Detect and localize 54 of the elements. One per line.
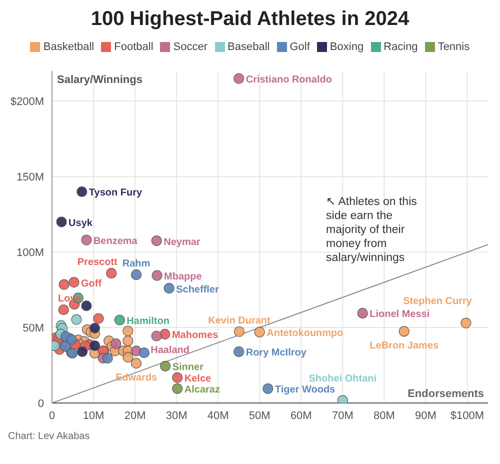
annotation: Tyson Fury (88, 188, 142, 199)
x-tick-label: 50M (248, 410, 270, 422)
annotation: Mahomes (172, 330, 219, 342)
annotation: Scheffler (176, 284, 219, 296)
annotation: Lionel Messi (370, 309, 430, 320)
x-tick-label: 80M (373, 410, 395, 422)
annotation: Alcaraz (184, 384, 220, 396)
x-tick-label: 70M (332, 410, 354, 422)
annotation: Haaland (150, 344, 190, 356)
annotation: ↖ Athletes on this side earn the majority of their money from salary/winnings (326, 194, 418, 265)
y-tick-label: 100M (16, 246, 44, 259)
annotation: Prescott (77, 257, 118, 268)
annotation: Tiger Woods (274, 384, 336, 396)
annotation: Benzema (93, 236, 138, 248)
x-tick-label: 60M (290, 410, 312, 422)
annotation: LeBron James (370, 340, 440, 352)
annotation: Antetokounmpo (266, 328, 344, 340)
annotation: Cristiano Ronaldo (246, 74, 332, 86)
legend-label: Football (113, 41, 154, 53)
legend-label: Boxing (328, 41, 364, 53)
legend-label: Golf (288, 41, 310, 53)
y-tick-label: $200M (10, 96, 44, 108)
x-tick-label: $100M (450, 410, 484, 422)
annotation: Stephen Curry (403, 296, 472, 308)
annotation: Neymar (164, 236, 200, 248)
annotation: Edwards (115, 372, 158, 384)
annotation: Kevin Durant (208, 316, 272, 327)
x-tick-label: 10M (82, 410, 104, 422)
annotation: Rahm (122, 258, 150, 270)
annotation: Shohei Ohtani (308, 373, 377, 384)
legend-label: Tennis (436, 41, 470, 53)
x-tick-label: 40M (207, 410, 229, 422)
annotation: Usyk (68, 218, 93, 229)
x-axis-title: Endorsements (408, 388, 484, 400)
text: Chart: Lev Akabas (8, 431, 91, 442)
x-tick-label: 0 (48, 410, 56, 422)
x-tick-label: 20M (124, 410, 146, 422)
chart-title: 100 Highest-Paid Athletes in 2024 (90, 8, 410, 31)
legend-label: Racing (382, 41, 418, 53)
x-tick-label: 90M (415, 410, 436, 422)
legend-label: Basketball (42, 41, 94, 53)
annotation: Goff (81, 278, 102, 290)
annotation: Hamilton (126, 316, 170, 327)
annotation: Sinner (172, 362, 204, 374)
annotation: Mbappe (164, 271, 202, 282)
legend-label: Soccer (172, 41, 208, 53)
y-tick-label: 150M (16, 172, 44, 184)
y-tick-label: 0 (38, 398, 44, 410)
annotation: Rory McIlroy (246, 348, 307, 359)
y-axis-title: Salary/Winnings (57, 74, 142, 86)
legend-label: Baseball (226, 41, 270, 53)
y-tick-label: 50M (22, 322, 44, 334)
annotation: Kelce (184, 374, 212, 385)
x-tick-label: 30M (166, 410, 188, 422)
